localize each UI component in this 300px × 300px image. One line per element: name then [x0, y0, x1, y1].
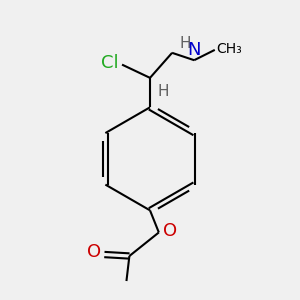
- Text: H: H: [158, 84, 169, 99]
- Text: O: O: [87, 243, 101, 261]
- Text: O: O: [163, 222, 177, 240]
- Text: H: H: [179, 36, 190, 51]
- Text: Cl: Cl: [101, 54, 119, 72]
- Text: N: N: [188, 41, 201, 59]
- Text: CH₃: CH₃: [216, 42, 242, 56]
